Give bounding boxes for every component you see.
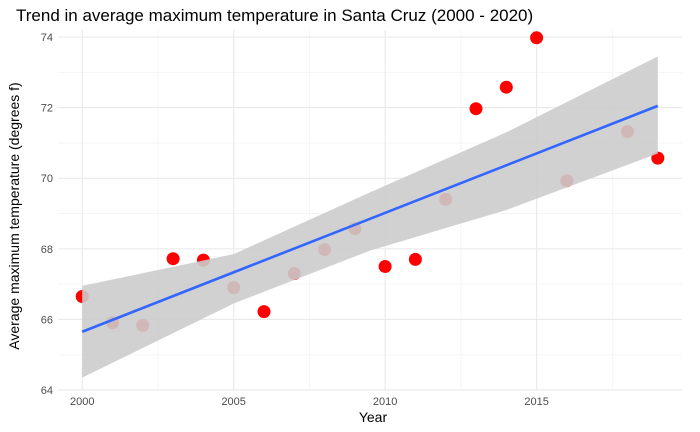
y-tick-label: 66 (41, 314, 53, 326)
x-tick-label: 2000 (70, 396, 94, 408)
data-point (166, 252, 180, 266)
x-tick-label: 2010 (373, 396, 397, 408)
y-tick-label: 72 (41, 103, 53, 115)
data-point (530, 31, 544, 45)
x-tick-label: 2015 (524, 396, 548, 408)
confidence-band (82, 56, 658, 378)
y-axis-title: Average maximum temperature (degrees f) (6, 82, 22, 349)
y-tick-labels: 64 66 68 70 72 74 (41, 32, 53, 397)
x-axis-title: Year (359, 409, 388, 425)
y-tick-label: 70 (41, 173, 53, 185)
y-tick-label: 64 (41, 385, 53, 397)
x-tick-label: 2005 (221, 396, 245, 408)
grid-major (58, 30, 682, 391)
data-point (499, 80, 513, 94)
data-point (408, 252, 422, 266)
data-point (378, 260, 392, 273)
y-tick-label: 74 (41, 32, 53, 44)
y-tick-label: 68 (41, 244, 53, 256)
trend-line (81, 104, 659, 333)
data-point (257, 305, 271, 319)
data-point (469, 102, 483, 116)
data-point (651, 151, 665, 165)
chart-title: Trend in average maximum temperature in … (16, 6, 533, 25)
x-tick-labels: 2000 2005 2010 2015 (70, 396, 549, 408)
